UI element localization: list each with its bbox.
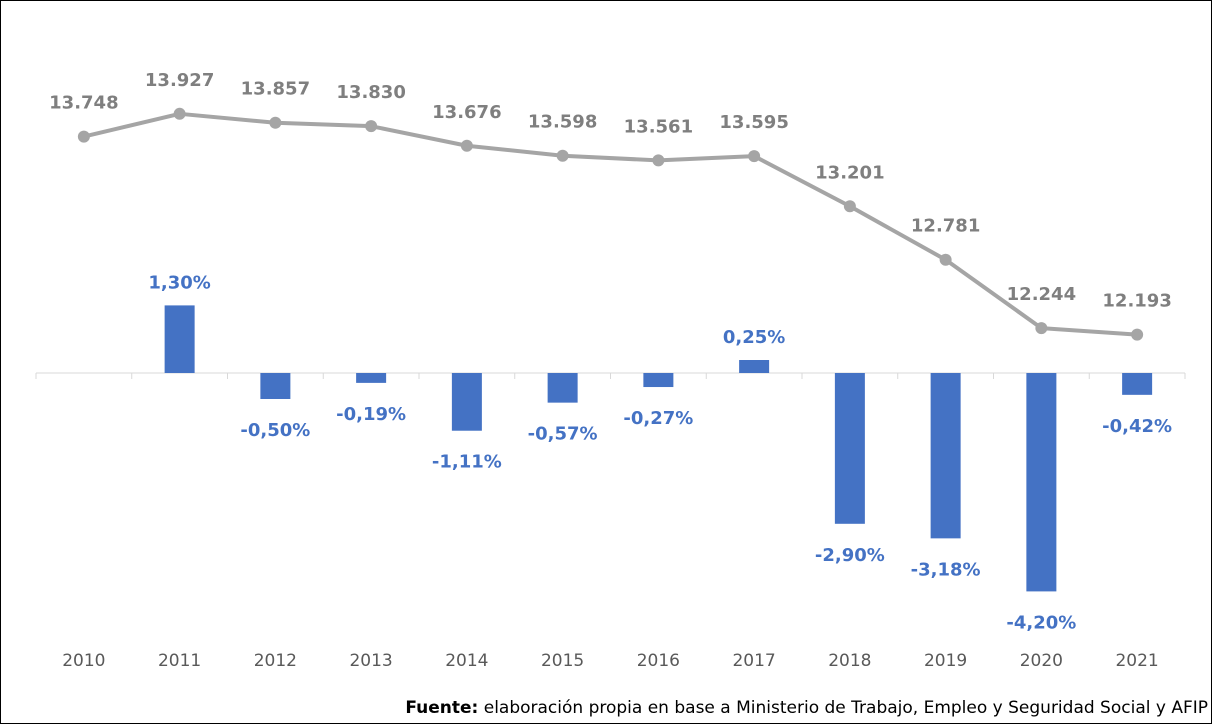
x-tick-label: 2011 xyxy=(158,651,201,671)
source-note: Fuente: elaboración propia en base a Min… xyxy=(405,698,1208,718)
line-value-label: 12.781 xyxy=(911,216,980,237)
bar-value-label: -0,57% xyxy=(528,424,598,445)
bar xyxy=(643,373,674,388)
line-point xyxy=(748,150,761,163)
line-point xyxy=(77,130,90,143)
bar xyxy=(547,373,578,403)
bar-value-label: -1,11% xyxy=(432,452,502,473)
x-tick-label: 2014 xyxy=(445,651,488,671)
bar-value-label: 0,25% xyxy=(723,327,785,348)
line xyxy=(83,111,1138,337)
bar xyxy=(1026,373,1057,592)
x-tick-label: 2017 xyxy=(732,651,775,671)
x-tick-label: 2016 xyxy=(637,651,680,671)
bar-value-label: -2,90% xyxy=(815,545,885,566)
bar xyxy=(356,373,387,383)
line-value-label: 13.676 xyxy=(432,102,501,123)
line-value-label: 13.561 xyxy=(624,116,693,137)
x-tick-label: 2015 xyxy=(541,651,584,671)
x-tick-label: 2020 xyxy=(1020,651,1063,671)
line-point xyxy=(460,139,473,152)
bar-value-label: -0,19% xyxy=(336,404,406,425)
x-tick-label: 2013 xyxy=(349,651,392,671)
x-tick-label: 2010 xyxy=(62,651,105,671)
line-value-label: 13.857 xyxy=(241,79,310,100)
line-value-label: 13.201 xyxy=(815,162,884,183)
line-value-label: 13.927 xyxy=(145,70,214,91)
x-tick-label: 2021 xyxy=(1115,651,1158,671)
bar xyxy=(739,360,770,373)
x-tick-label: 2018 xyxy=(828,651,871,671)
line-point xyxy=(556,149,569,162)
line-point xyxy=(1131,328,1144,341)
line-value-label: 12.244 xyxy=(1007,284,1076,305)
bar-value-label: -0,42% xyxy=(1102,416,1172,437)
line-point xyxy=(652,154,665,167)
bar-value-label: 1,30% xyxy=(148,272,210,293)
bar xyxy=(164,305,195,373)
line-point xyxy=(173,107,186,120)
bar xyxy=(1122,373,1153,395)
line-value-label: 13.748 xyxy=(49,93,118,114)
line-value-label: 12.193 xyxy=(1102,291,1171,312)
line-value-label: 13.830 xyxy=(336,82,405,103)
bar-value-label: -0,27% xyxy=(623,408,693,429)
line-point xyxy=(939,253,952,266)
bar xyxy=(834,373,865,524)
x-tick-label: 2019 xyxy=(924,651,967,671)
line-value-label: 13.598 xyxy=(528,112,597,133)
source-text: elaboración propia en base a Ministerio … xyxy=(478,698,1208,718)
line-point xyxy=(843,200,856,213)
bar-value-label: -4,20% xyxy=(1006,612,1076,633)
line-point xyxy=(1035,322,1048,335)
bar-value-label: -0,50% xyxy=(240,420,310,441)
bar-value-label: -3,18% xyxy=(911,559,981,580)
bar xyxy=(451,373,482,431)
line-point xyxy=(269,116,282,129)
bar xyxy=(930,373,961,539)
line-point xyxy=(365,120,378,133)
bar xyxy=(260,373,291,399)
source-label: Fuente: xyxy=(405,698,478,718)
x-tick-label: 2012 xyxy=(254,651,297,671)
line-value-label: 13.595 xyxy=(719,112,788,133)
